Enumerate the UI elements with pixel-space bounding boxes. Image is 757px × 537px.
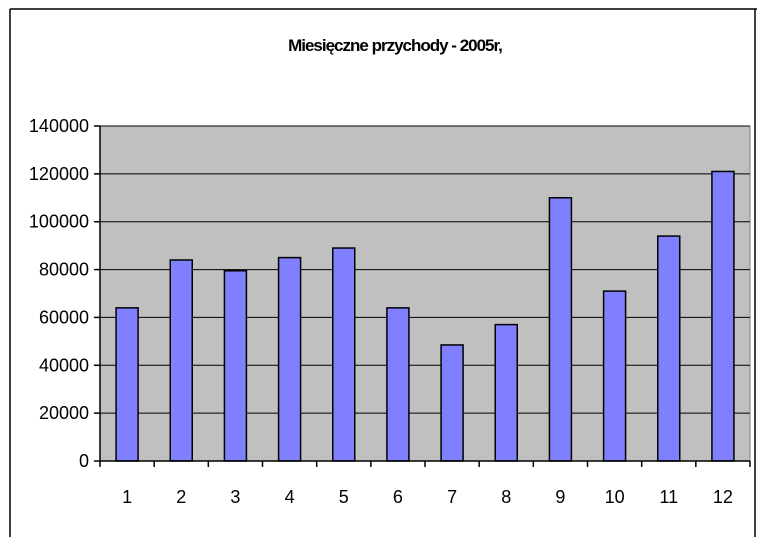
y-tick-label: 20000: [39, 403, 89, 423]
gridlines: [100, 125, 750, 414]
x-tick-labels: 1 2 3 4 5 6 7 8 9 10 11 12: [122, 487, 733, 507]
bar: [548, 197, 573, 462]
bar: [440, 344, 464, 462]
x-tick-label: 1: [122, 487, 132, 507]
x-tick-label: 12: [713, 487, 733, 507]
bar: [657, 235, 681, 462]
bar: [223, 270, 248, 462]
x-tick-label: 5: [339, 487, 349, 507]
y-tick-label: 80000: [39, 260, 89, 280]
x-tick-label: 10: [605, 487, 625, 507]
y-tick-label: 60000: [39, 307, 89, 327]
axes: [94, 125, 751, 467]
y-tick-labels: 0 20000 40000 60000 80000 100000 120000 140000: [29, 116, 89, 471]
bar: [115, 307, 139, 462]
plot-area: [99, 125, 751, 462]
chart-title: Miesięczne przychody - 2005r,: [288, 36, 502, 55]
x-tick-label: 7: [447, 487, 457, 507]
x-tick-label: 8: [501, 487, 511, 507]
x-tick-label: 2: [176, 487, 186, 507]
y-tick-label: 40000: [39, 355, 89, 375]
y-tick-label: 120000: [29, 164, 89, 184]
y-tick-label: 100000: [29, 212, 89, 232]
x-tick-label: 4: [285, 487, 295, 507]
bar: [711, 170, 735, 462]
x-tick-label: 3: [230, 487, 240, 507]
bar: [332, 247, 356, 462]
y-tick-label: 140000: [29, 116, 89, 136]
bar: [602, 290, 627, 462]
bar: [386, 307, 410, 462]
bar: [277, 256, 302, 462]
bar: [494, 323, 518, 462]
x-tick-label: 11: [659, 487, 678, 507]
bar: [169, 259, 193, 462]
y-tick-label: 0: [79, 451, 89, 471]
x-tick-label: 9: [555, 487, 565, 507]
x-tick-label: 6: [393, 487, 403, 507]
bars: [115, 170, 735, 462]
